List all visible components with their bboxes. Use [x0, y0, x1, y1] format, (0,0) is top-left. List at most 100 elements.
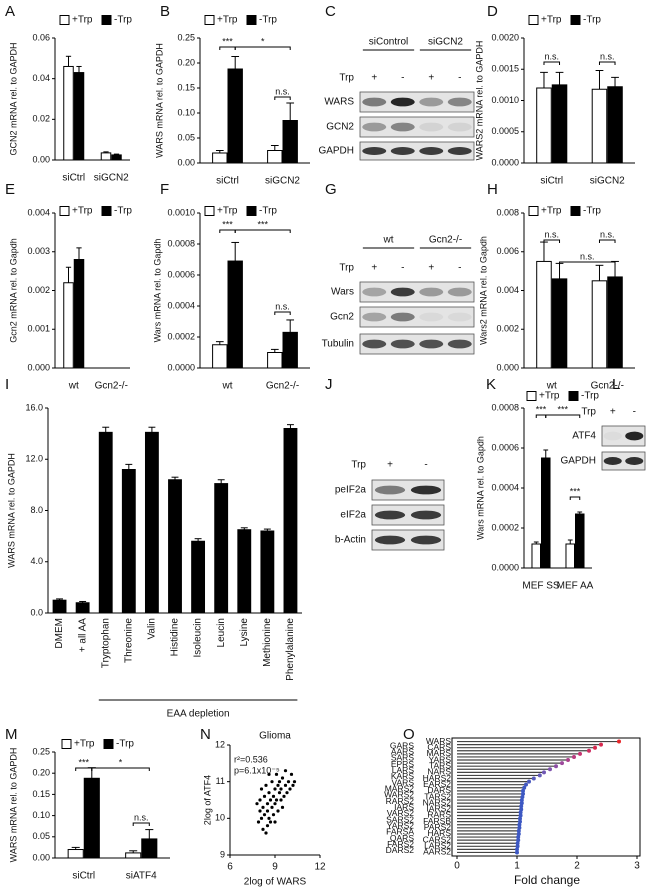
significance-bracket — [598, 239, 616, 243]
bar — [98, 431, 113, 614]
dot — [518, 810, 523, 815]
y-axis-title: Wars2 mRNA rel. to Gapdh — [478, 236, 488, 345]
dot — [521, 788, 525, 793]
blot-strip — [359, 306, 475, 328]
panel-letter: O — [403, 726, 415, 743]
bar — [551, 84, 568, 164]
blot-band — [390, 312, 415, 322]
significance-bracket — [219, 46, 236, 50]
blot-group-label: siControl — [369, 37, 408, 48]
category-label: FARSA — [386, 827, 414, 837]
y-tick-label: 0.0005 — [491, 126, 519, 136]
blot-band — [362, 312, 387, 322]
blot-strip — [359, 116, 475, 138]
category-label: MARS2 — [385, 784, 415, 794]
significance-bracket — [559, 261, 616, 265]
y-axis-title: WARS2 mRNA rel. to GAPDH — [474, 41, 484, 161]
y-tick-label: 0.002 — [496, 324, 519, 334]
bar — [141, 838, 158, 859]
x-tick-label: siCtrl — [540, 176, 563, 187]
point — [267, 791, 271, 795]
x-tick-label: 2 — [574, 861, 580, 872]
legend-label: -Trp — [583, 206, 601, 217]
y-tick-label: 0.0010 — [491, 95, 519, 105]
category-label: MARS — [426, 748, 451, 758]
y-tick-label: 11 — [216, 776, 225, 786]
category-label: WARS — [426, 736, 452, 746]
bar — [212, 344, 228, 369]
y-tick-label: 0.0 — [30, 607, 43, 617]
point — [280, 776, 285, 780]
bar — [536, 260, 552, 369]
blot-lane-label: - — [633, 407, 636, 418]
point — [261, 805, 265, 809]
significance-bracket — [274, 311, 291, 315]
point — [270, 780, 274, 784]
blot-strip — [371, 479, 445, 501]
point — [261, 827, 265, 831]
point — [273, 820, 277, 824]
legend-label: +Trp — [539, 391, 560, 402]
significance-bracket — [75, 767, 93, 771]
y-tick-label: 0.000 — [27, 362, 50, 372]
x-tick-label: 9 — [272, 862, 278, 873]
point — [280, 805, 285, 809]
category-label: SARS — [391, 753, 414, 763]
legend-swatch — [59, 206, 70, 216]
blot-lane-label: + — [610, 407, 616, 418]
point — [283, 769, 288, 773]
significance-bracket — [132, 822, 150, 826]
y-tick-label: 0.00 — [177, 157, 195, 167]
legend-swatch — [526, 391, 537, 401]
dot — [515, 844, 520, 849]
point — [267, 816, 271, 820]
x-tick-label: siGCN2 — [590, 176, 625, 187]
x-tick-label: Lysine — [239, 618, 250, 647]
y-tick-label: 0.000 — [496, 362, 519, 372]
blot-band — [603, 457, 622, 465]
legend-label: -Trp — [583, 15, 601, 26]
blot-band — [447, 287, 472, 297]
blot-lane-label: - — [458, 263, 461, 274]
blot-row-label: b-Actin — [335, 535, 366, 546]
significance-label: n.s. — [580, 251, 595, 261]
category-label: WARS2 — [384, 790, 414, 800]
dot — [572, 754, 576, 759]
y-tick-label: 0.15 — [32, 789, 50, 799]
x-tick-label: siCtrl — [62, 173, 85, 184]
dot — [516, 828, 521, 833]
blot-lane-label: - — [401, 263, 404, 274]
dot — [599, 742, 603, 747]
legend-label: -Trp — [581, 391, 599, 402]
bar — [191, 540, 206, 614]
category-label: IARS — [394, 802, 414, 812]
bar — [227, 68, 243, 164]
category-label: YARS — [428, 754, 451, 764]
blot-row-label: peIF2a — [335, 485, 367, 496]
legend-label: -Trp — [114, 15, 132, 26]
bar — [63, 282, 74, 369]
blot-strip — [371, 529, 445, 551]
blot-band — [374, 485, 406, 495]
y-axis-title: WARS mRNA rel. to GAPDH — [8, 748, 18, 863]
panel-letter: L — [612, 376, 620, 393]
blot-row-label: Gcn2 — [330, 312, 354, 323]
category-label: DARS — [427, 785, 451, 795]
annotation: r²=0.536 — [234, 754, 268, 764]
legend-label: -Trp — [114, 206, 132, 217]
point — [285, 791, 289, 795]
significance-bracket — [91, 767, 150, 771]
bar — [591, 280, 608, 369]
legend-label: +Trp — [74, 739, 95, 750]
significance-label: n.s. — [600, 229, 615, 239]
category-label: VARS2 — [387, 808, 415, 818]
y-tick-label: 0.0015 — [491, 64, 519, 74]
dot — [537, 773, 542, 778]
y-tick-label: 0.0020 — [491, 32, 519, 42]
blot-band — [390, 97, 415, 107]
group-label: EAA depletion — [167, 709, 230, 720]
blot-lane-label: + — [428, 263, 434, 274]
category-label: AARS2 — [423, 847, 451, 857]
y-axis-title: Gcn2 mRNA rel. to Gapdh — [8, 238, 18, 343]
x-tick-label: Gcn2-/- — [266, 381, 299, 392]
